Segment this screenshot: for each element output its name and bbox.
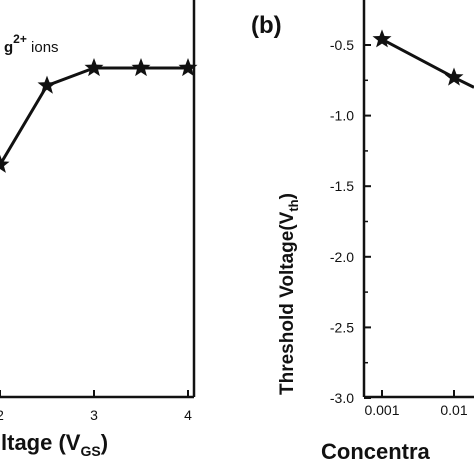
panel-b-x-tick-label: 0.01 xyxy=(440,402,467,418)
panel-a-star-marker xyxy=(131,58,151,77)
panel-b-x-tick-label: 0.001 xyxy=(364,402,399,418)
panel-a-annotation: g2+ ions xyxy=(4,32,59,56)
panel-a-x-ticks: 2 3 4 xyxy=(0,390,192,423)
panel-b-x-ticks: 0.001 0.01 xyxy=(364,390,468,418)
panel-a-star-marker xyxy=(0,154,10,173)
panel-b-y-tick-label: -3.0 xyxy=(330,390,354,406)
panel-a-x-axis-title: ltage (VGS) xyxy=(1,430,108,459)
panel-b-label: (b) xyxy=(251,12,282,39)
panel-b-y-tick-label: -1.5 xyxy=(330,178,354,194)
panel-b-y-ticks: -0.5 -1.0 -1.5 -2.0 -2.5 -3.0 xyxy=(330,37,371,406)
panel-b-y-axis-title: Threshold Voltage(Vth) xyxy=(277,193,301,395)
panel-b-star-marker xyxy=(444,67,464,86)
panel-a-series-line xyxy=(0,66,188,166)
panel-b-y-tick-label: -2.5 xyxy=(330,319,354,335)
panel-b-y-tick-label: -0.5 xyxy=(330,37,354,53)
panel-a-x-tick-label: 3 xyxy=(90,407,98,423)
panel-a-star-marker xyxy=(84,58,104,77)
panel-a-x-tick-label: 2 xyxy=(0,407,4,423)
panel-a: 2 3 4 g2+ ions ltage (VGS) xyxy=(0,0,198,459)
panel-a-star-marker xyxy=(178,58,198,77)
panel-b-series-line xyxy=(381,38,474,89)
panel-b-y-tick-label: -1.0 xyxy=(330,108,354,124)
panel-b-y-tick-label: -2.0 xyxy=(330,249,354,265)
panel-b-x-axis-title: Concentra xyxy=(321,439,431,464)
panel-b: (b) -0.5 -1.0 -1.5 -2.0 -2.5 -3.0 0.001 0.01 T… xyxy=(251,0,474,464)
panel-a-x-tick-label: 4 xyxy=(184,407,192,423)
panel-b-star-marker xyxy=(372,29,392,48)
panel-a-star-marker xyxy=(37,75,57,94)
panel-a-series xyxy=(0,58,198,173)
panel-b-series xyxy=(372,29,474,89)
